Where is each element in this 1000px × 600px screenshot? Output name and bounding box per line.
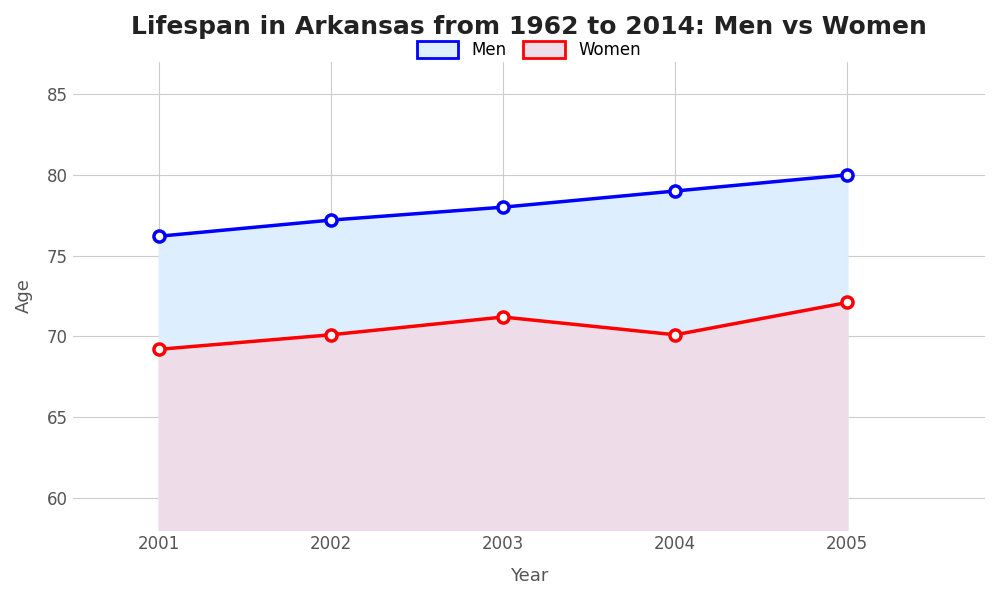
Title: Lifespan in Arkansas from 1962 to 2014: Men vs Women: Lifespan in Arkansas from 1962 to 2014: … (131, 15, 927, 39)
Y-axis label: Age: Age (15, 278, 33, 313)
X-axis label: Year: Year (510, 567, 548, 585)
Legend: Men, Women: Men, Women (408, 32, 649, 67)
